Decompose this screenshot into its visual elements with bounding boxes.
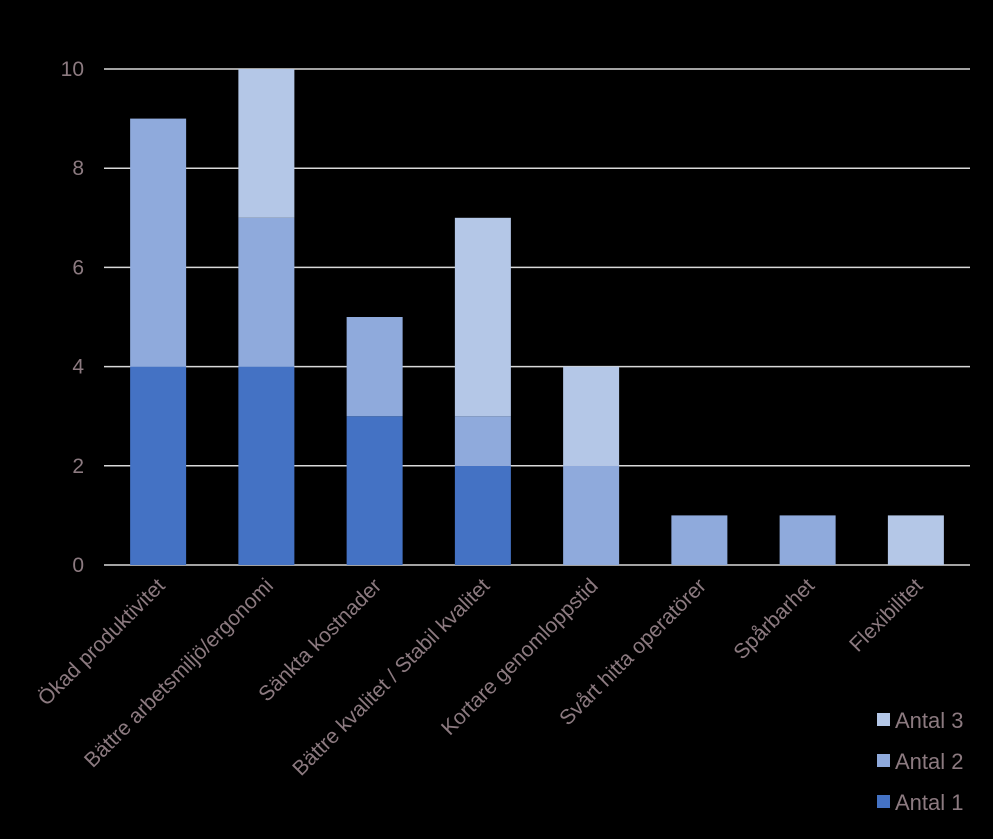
bar-segment-antal-2	[563, 465, 620, 565]
y-tick-label: 0	[72, 554, 84, 577]
bars	[130, 69, 944, 565]
y-tick-label: 10	[61, 58, 84, 81]
y-tick-label: 4	[72, 356, 84, 379]
bar-segment-antal-2	[238, 217, 295, 367]
legend-label: Antal 3	[895, 708, 964, 733]
bar-segment-antal-2	[454, 416, 511, 466]
bar-segment-antal-3	[238, 69, 295, 218]
y-tick-label: 2	[72, 455, 84, 478]
legend-swatch	[877, 713, 890, 726]
bar-segment-antal-2	[130, 118, 187, 367]
bar-segment-antal-2	[671, 515, 728, 565]
bar-segment-antal-3	[563, 366, 620, 466]
legend: Antal 3 Antal 2 Antal 1	[877, 708, 964, 815]
bar-segment-antal-2	[346, 317, 403, 417]
y-tick-label: 6	[72, 256, 84, 279]
bar-segment-antal-1	[346, 416, 403, 565]
bar-segment-antal-3	[454, 217, 511, 417]
x-category-label: Bättre kvalitet / Stabil kvalitet	[288, 574, 494, 780]
x-category-label: Bättre arbetsmiljö/ergonomi	[80, 574, 278, 772]
legend-label: Antal 2	[895, 749, 964, 774]
legend-swatch	[877, 754, 890, 767]
legend-swatch	[877, 795, 890, 808]
bar-segment-antal-1	[238, 366, 295, 565]
legend-label: Antal 1	[895, 790, 964, 815]
gridlines	[104, 68, 970, 566]
bar-segment-antal-1	[130, 366, 187, 565]
x-category-label: Spårbarhet	[729, 574, 819, 664]
x-category-label: Flexibilitet	[845, 574, 927, 656]
bar-segment-antal-3	[887, 515, 944, 565]
bar-segment-antal-1	[454, 465, 511, 565]
bar-segment-antal-2	[779, 515, 836, 565]
y-axis-ticks: 0 2 4 6 8 10	[61, 58, 85, 577]
y-tick-label: 8	[72, 157, 84, 180]
